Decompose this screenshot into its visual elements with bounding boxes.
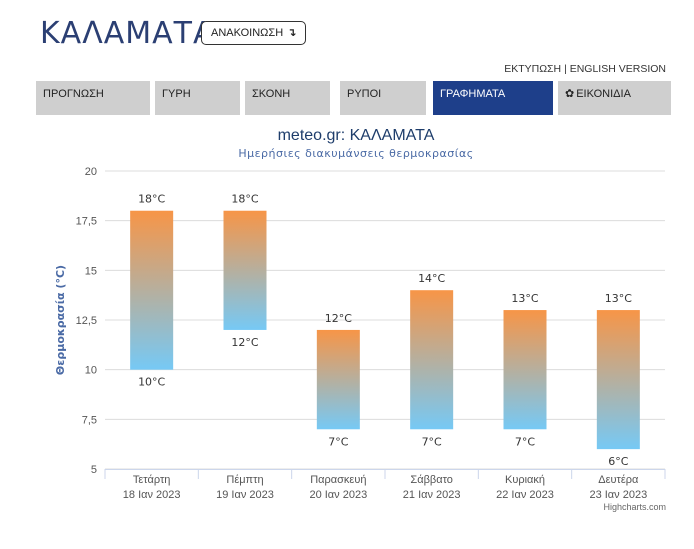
axes: 5 7,5 10 12,5 15 17,5 20 Τετάρτη 18 Ιαν 2023 Πέμπ… [76, 166, 666, 501]
tab-charts[interactable]: ΓΡΑΦΗΜΑΤΑ [433, 81, 553, 115]
temperature-range-bar [596, 310, 640, 450]
tab-label: ΓΡΑΦΗΜΑΤΑ [440, 88, 506, 100]
tab-label: ΡΥΠΟΙ [347, 88, 382, 100]
chart-subtitle: Ημερήσιες διακυμάνσεις θερμοκρασίας [238, 147, 473, 160]
gear-icon: ✿ [565, 88, 575, 100]
tab-pollen[interactable]: ΓΥΡΗ [155, 81, 240, 115]
low-temp-label: 12°C [231, 336, 258, 349]
x-tick-label-day: Πέμπτη [226, 474, 263, 486]
y-tick-label: 10 [85, 365, 97, 377]
announcement-label: ΑΝΑΚΟΙΝΩΣΗ [211, 27, 284, 39]
x-tick-label-day: Παρασκευή [310, 474, 366, 486]
y-tick-label: 20 [85, 166, 97, 178]
tab-forecast[interactable]: ΠΡΟΓΝΩΣΗ [36, 81, 150, 115]
x-tick-label-date: 20 Ιαν 2023 [309, 489, 367, 501]
tab-label: ΕΙΚΟΝΙΔΙΑ [576, 88, 631, 100]
high-temp-label: 18°C [231, 193, 258, 206]
high-temp-label: 13°C [605, 292, 632, 305]
tab-label: ΠΡΟΓΝΩΣΗ [43, 88, 104, 100]
x-tick-label-day: Σάββατο [410, 474, 452, 486]
low-temp-label: 7°C [515, 435, 535, 448]
temperature-range-bar [130, 210, 174, 370]
y-tick-label: 17,5 [76, 216, 97, 228]
x-tick-label-day: Δευτέρα [598, 474, 639, 486]
print-link[interactable]: ΕΚΤΥΠΩΣΗ [504, 63, 562, 75]
tab-label: ΣΚΟΝΗ [252, 88, 291, 100]
x-tick-label-date: 22 Ιαν 2023 [496, 489, 554, 501]
high-temp-label: 12°C [325, 312, 352, 325]
arrow-down-icon: ↴ [287, 27, 297, 39]
top-links: ΕΚΤΥΠΩΣΗ | ENGLISH VERSION [504, 63, 666, 75]
high-temp-label: 14°C [418, 272, 445, 285]
x-tick-label-date: 21 Ιαν 2023 [403, 489, 461, 501]
tab-pollutants[interactable]: ΡΥΠΟΙ [340, 81, 426, 115]
temperature-range-bar [316, 329, 360, 430]
high-temp-label: 13°C [511, 292, 538, 305]
link-separator: | [564, 63, 567, 75]
x-tick-label-date: 18 Ιαν 2023 [123, 489, 181, 501]
data-labels: 18°C 10°C 18°C 12°C 12°C 7°C 14°C 7°C 13°C 7°C 13°… [138, 193, 632, 468]
x-tick-label-day: Κυριακή [505, 474, 545, 486]
x-tick-label-date: 19 Ιαν 2023 [216, 489, 274, 501]
announcement-button[interactable]: ΑΝΑΚΟΙΝΩΣΗ ↴ [201, 21, 307, 45]
y-axis-title: Θερμοκρασία (°C) [54, 265, 67, 375]
english-version-link[interactable]: ENGLISH VERSION [569, 63, 666, 75]
chart-title: meteo.gr: ΚΑΛΑΜΑΤΑ [278, 127, 435, 144]
temperature-range-bar [223, 210, 267, 330]
low-temp-label: 10°C [138, 376, 165, 389]
y-tick-label: 7,5 [82, 414, 97, 426]
y-tick-label: 12,5 [76, 315, 97, 327]
tab-dust[interactable]: ΣΚΟΝΗ [245, 81, 330, 115]
low-temp-label: 7°C [328, 435, 348, 448]
bar-series [130, 210, 640, 450]
temperature-range-bar [410, 290, 454, 430]
y-tick-label: 15 [85, 265, 97, 277]
low-temp-label: 7°C [422, 435, 442, 448]
tab-icons[interactable]: ✿ ΕΙΚΟΝΙΔΙΑ [558, 81, 671, 115]
tab-label: ΓΥΡΗ [162, 88, 191, 100]
grid-lines [105, 170, 665, 470]
high-temp-label: 18°C [138, 193, 165, 206]
y-tick-label: 5 [91, 464, 97, 476]
x-tick-label-date: 23 Ιαν 2023 [589, 489, 647, 501]
temperature-range-bar [503, 310, 547, 430]
x-tick-label-day: Τετάρτη [133, 474, 171, 486]
highcharts-credit[interactable]: Highcharts.com [603, 502, 666, 512]
low-temp-label: 6°C [608, 455, 628, 468]
page-title: ΚΑΛΑΜΑΤΑ [40, 16, 215, 51]
